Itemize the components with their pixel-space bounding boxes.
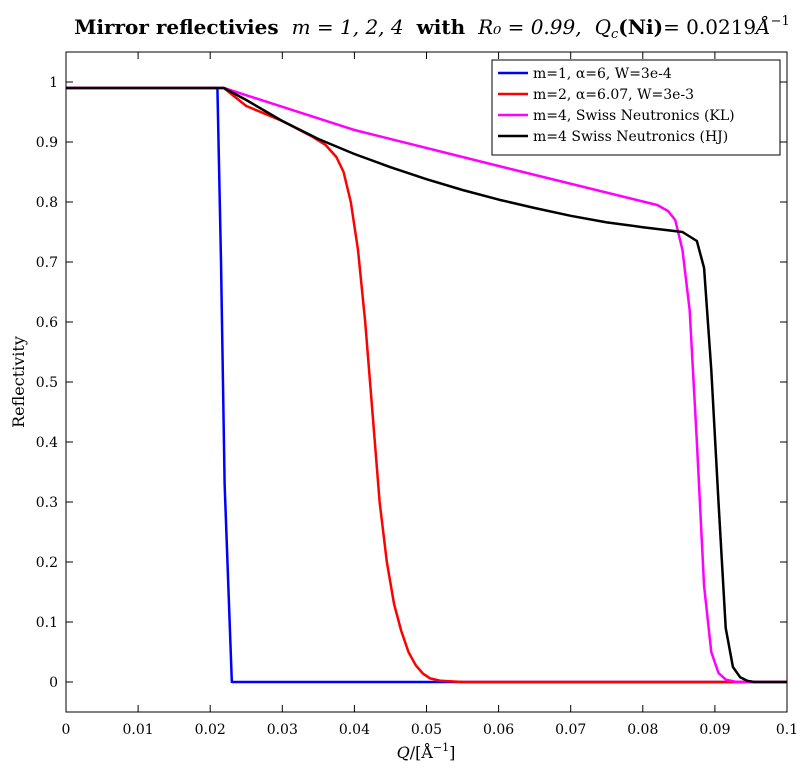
- x-tick-label: 0.02: [195, 722, 226, 738]
- x-tick-label: 0.1: [776, 722, 798, 738]
- x-tick-label: 0.09: [699, 722, 730, 738]
- x-tick-label: 0.06: [483, 722, 514, 738]
- series-line-1: [66, 86, 787, 684]
- legend-label-1: m=1, α=6, W=3e-4: [533, 66, 672, 82]
- legend-label-2: m=2, α=6.07, W=3e-3: [533, 87, 694, 103]
- legend-label-3: m=4, Swiss Neutronics (KL): [533, 108, 735, 124]
- y-tick-label: 0.3: [36, 495, 58, 511]
- x-tick-label: 0.07: [555, 722, 586, 738]
- series-layer: [66, 86, 787, 684]
- y-tick-label: 0.9: [36, 135, 58, 151]
- x-tick-label: 0.05: [411, 722, 442, 738]
- legend-box: [491, 59, 781, 156]
- ticks-layer: 0 0.01 0.02 0.03 0.04 0.05 0.06 0.07 0.08 0.09 0.1…: [36, 52, 798, 738]
- y-tick-label: 0.6: [36, 315, 58, 331]
- x-tick-label: 0.08: [627, 722, 658, 738]
- series-line-2: [66, 86, 787, 684]
- y-tick-label: 0.8: [36, 195, 58, 211]
- y-tick-label: 0.4: [36, 435, 58, 451]
- y-tick-label: 0.1: [36, 615, 58, 631]
- legend-label-4: m=4 Swiss Neutronics (HJ): [533, 129, 728, 145]
- y-tick-label: 0.5: [36, 375, 58, 391]
- y-tick-label: 0.2: [36, 555, 58, 571]
- x-tick-label: 0: [62, 722, 71, 738]
- x-tick-label: 0.04: [339, 722, 370, 738]
- y-tick-label: 0: [49, 675, 58, 691]
- x-tick-label: 0.01: [123, 722, 154, 738]
- series-line-4: [66, 86, 787, 684]
- x-tick-label: 0.03: [267, 722, 298, 738]
- y-axis-title: Reflectivity: [9, 336, 28, 428]
- legend: m=1, α=6, W=3e-4 m=2, α=6.07, W=3e-3 m=4, …: [491, 59, 781, 156]
- series-line-3: [66, 86, 787, 684]
- x-axis-title: Q/[Å−1]: [397, 741, 456, 762]
- y-tick-label: 0.7: [36, 255, 58, 271]
- y-tick-label: 1: [49, 75, 58, 91]
- chart-title: Mirror reflectivies m = 1, 2, 4 with R₀ …: [74, 14, 790, 42]
